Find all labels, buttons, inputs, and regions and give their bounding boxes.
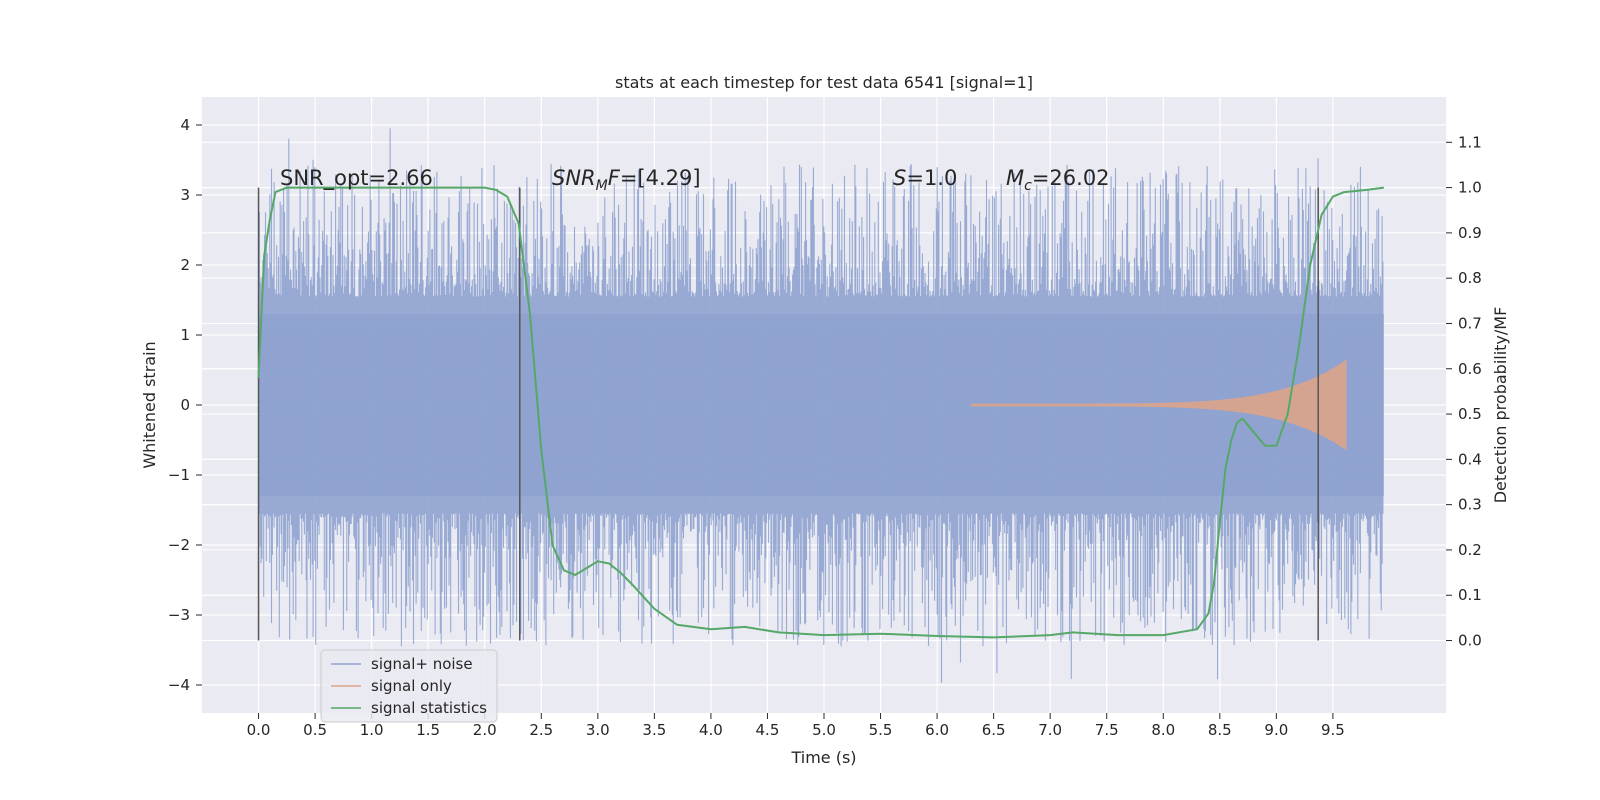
- x-tick-label: 9.5: [1321, 721, 1345, 739]
- y2-tick-label: 0.1: [1458, 586, 1482, 604]
- y2-tick-label: 0.3: [1458, 496, 1482, 514]
- y-tick-label: 2: [180, 256, 190, 274]
- y-tick-label: −1: [168, 466, 190, 484]
- x-tick-label: 0.5: [303, 721, 327, 739]
- annotation-mc: Mc=26.02: [1006, 166, 1110, 194]
- y-tick-label: −4: [168, 676, 190, 694]
- y2-tick-label: 0.7: [1458, 314, 1482, 332]
- y2-tick-label: 0.5: [1458, 405, 1482, 423]
- y2-tick-label: 1.1: [1458, 133, 1482, 151]
- y2-tick-label: 0.8: [1458, 269, 1482, 287]
- annotation-snr-opt: SNR_opt=2.66: [280, 166, 433, 191]
- marker-lines: [257, 187, 1319, 641]
- x-axis-label: Time (s): [790, 748, 856, 767]
- y2-tick-label: 1.0: [1458, 179, 1482, 197]
- x-tick-label: 7.5: [1095, 721, 1119, 739]
- y2-tick-label: 0.2: [1458, 541, 1482, 559]
- signal-only-line: [971, 359, 1347, 451]
- legend: signal+ noise signal only signal statist…: [320, 649, 498, 723]
- y-tick-label: 0: [180, 396, 190, 414]
- x-tick-label: 4.5: [756, 721, 780, 739]
- x-tick-label: 7.0: [1038, 721, 1062, 739]
- x-tick-label: 0.0: [247, 721, 271, 739]
- x-tick-label: 3.0: [586, 721, 610, 739]
- y-tick-label: −2: [168, 536, 190, 554]
- x-tick-label: 5.5: [869, 721, 893, 739]
- legend-label-signal-noise: signal+ noise: [371, 655, 473, 673]
- x-tick-label: 5.0: [812, 721, 836, 739]
- annotation-snr-mf: SNRMF=[4.29]: [552, 166, 701, 194]
- x-tick-label: 6.5: [982, 721, 1006, 739]
- y2-axis-ticks: 1.1 1.0 0.9 0.8 0.7 0.6 0.5 0.4 0.3 0.2 0.1 0.0: [1446, 133, 1482, 650]
- x-tick-label: 2.0: [473, 721, 497, 739]
- chart-title: stats at each timestep for test data 654…: [615, 73, 1033, 92]
- y2-axis-label: Detection probability/MF: [1491, 307, 1510, 504]
- x-tick-label: 8.0: [1151, 721, 1175, 739]
- x-tick-label: 6.0: [925, 721, 949, 739]
- x-tick-label: 1.5: [416, 721, 440, 739]
- y-tick-label: 1: [180, 326, 190, 344]
- legend-label-signal-only: signal only: [371, 677, 452, 695]
- x-tick-label: 1.0: [360, 721, 384, 739]
- x-tick-label: 8.5: [1208, 721, 1232, 739]
- x-tick-label: 2.5: [529, 721, 553, 739]
- x-tick-label: 4.0: [699, 721, 723, 739]
- y2-tick-label: 0.9: [1458, 224, 1482, 242]
- y-axis-ticks: 4 3 2 1 0 −1 −2 −3 −4: [168, 116, 202, 694]
- y2-tick-label: 0.0: [1458, 632, 1482, 650]
- x-tick-label: 3.5: [642, 721, 666, 739]
- annotation-s: S=1.0: [893, 166, 957, 190]
- legend-box: [320, 649, 498, 723]
- legend-label-signal-statistics: signal statistics: [371, 699, 487, 717]
- signal-statistics-series: [257, 186, 1384, 639]
- x-tick-label: 9.0: [1264, 721, 1288, 739]
- y-tick-label: −3: [168, 606, 190, 624]
- y2-tick-label: 0.4: [1458, 450, 1482, 468]
- signal-statistics-line: [257, 186, 1384, 639]
- y-tick-label: 4: [180, 116, 190, 134]
- y-tick-label: 3: [180, 186, 190, 204]
- y2-tick-label: 0.6: [1458, 360, 1482, 378]
- y-axis-label: Whitened strain: [140, 341, 159, 468]
- signal-only-series: [971, 359, 1347, 451]
- x-axis-ticks: 0.0 0.5 1.0 1.5 2.0 2.5 3.0 3.5 4.0 4.5 5.0 5.5 6.0 6…: [247, 713, 1345, 739]
